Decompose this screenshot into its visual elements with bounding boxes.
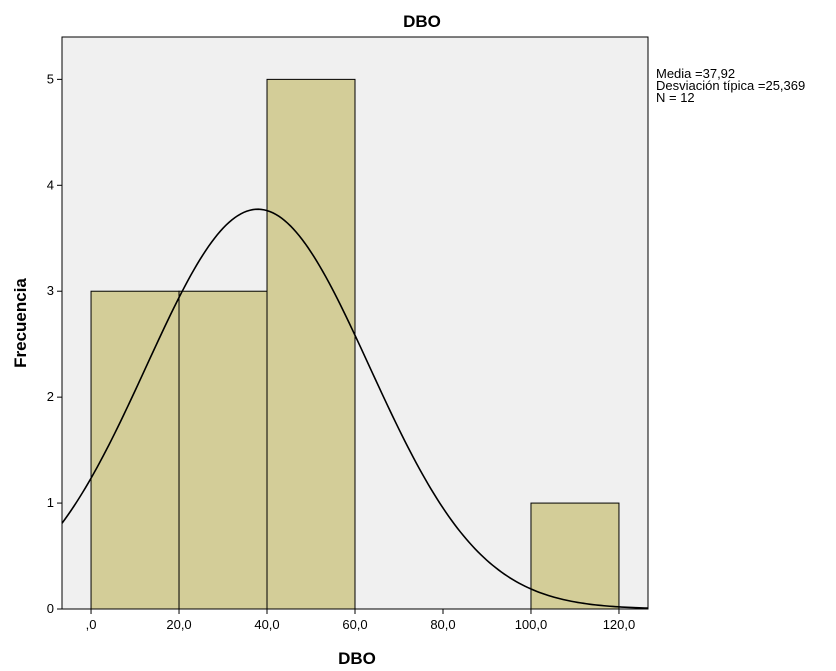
y-tick-label: 0: [47, 601, 54, 616]
y-tick-label: 3: [47, 283, 54, 298]
x-axis-label: DBO: [338, 649, 376, 668]
n-text: N = 12: [656, 90, 695, 105]
histogram-bar: [90, 290, 180, 610]
x-tick-label: 40,0: [254, 617, 279, 632]
x-axis: ,0 20,0 40,0 60,0 80,0 100,0 120,0: [86, 609, 636, 632]
x-tick-label: 20,0: [166, 617, 191, 632]
statistics-box: Media =37,92 Desviación típica =25,369 N…: [656, 66, 805, 105]
x-tick-label: ,0: [86, 617, 97, 632]
y-axis: 0 1 2 3 4 5: [47, 71, 62, 616]
sd-text: Desviación típica =25,369: [656, 78, 805, 93]
y-tick-label: 1: [47, 495, 54, 510]
histogram-bar: [178, 290, 268, 610]
bars-group: [90, 78, 620, 610]
y-tick-label: 2: [47, 389, 54, 404]
chart-title: DBO: [403, 12, 441, 31]
y-axis-label: Frecuencia: [11, 278, 30, 368]
x-tick-label: 120,0: [603, 617, 636, 632]
x-tick-label: 100,0: [515, 617, 548, 632]
y-tick-label: 4: [47, 177, 54, 192]
x-tick-label: 80,0: [430, 617, 455, 632]
normal-curve: [61, 208, 649, 609]
histogram-bar: [530, 502, 620, 610]
mean-text: Media =37,92: [656, 66, 735, 81]
histogram-bar: [266, 78, 356, 610]
x-tick-label: 60,0: [342, 617, 367, 632]
y-tick-label: 5: [47, 71, 54, 86]
